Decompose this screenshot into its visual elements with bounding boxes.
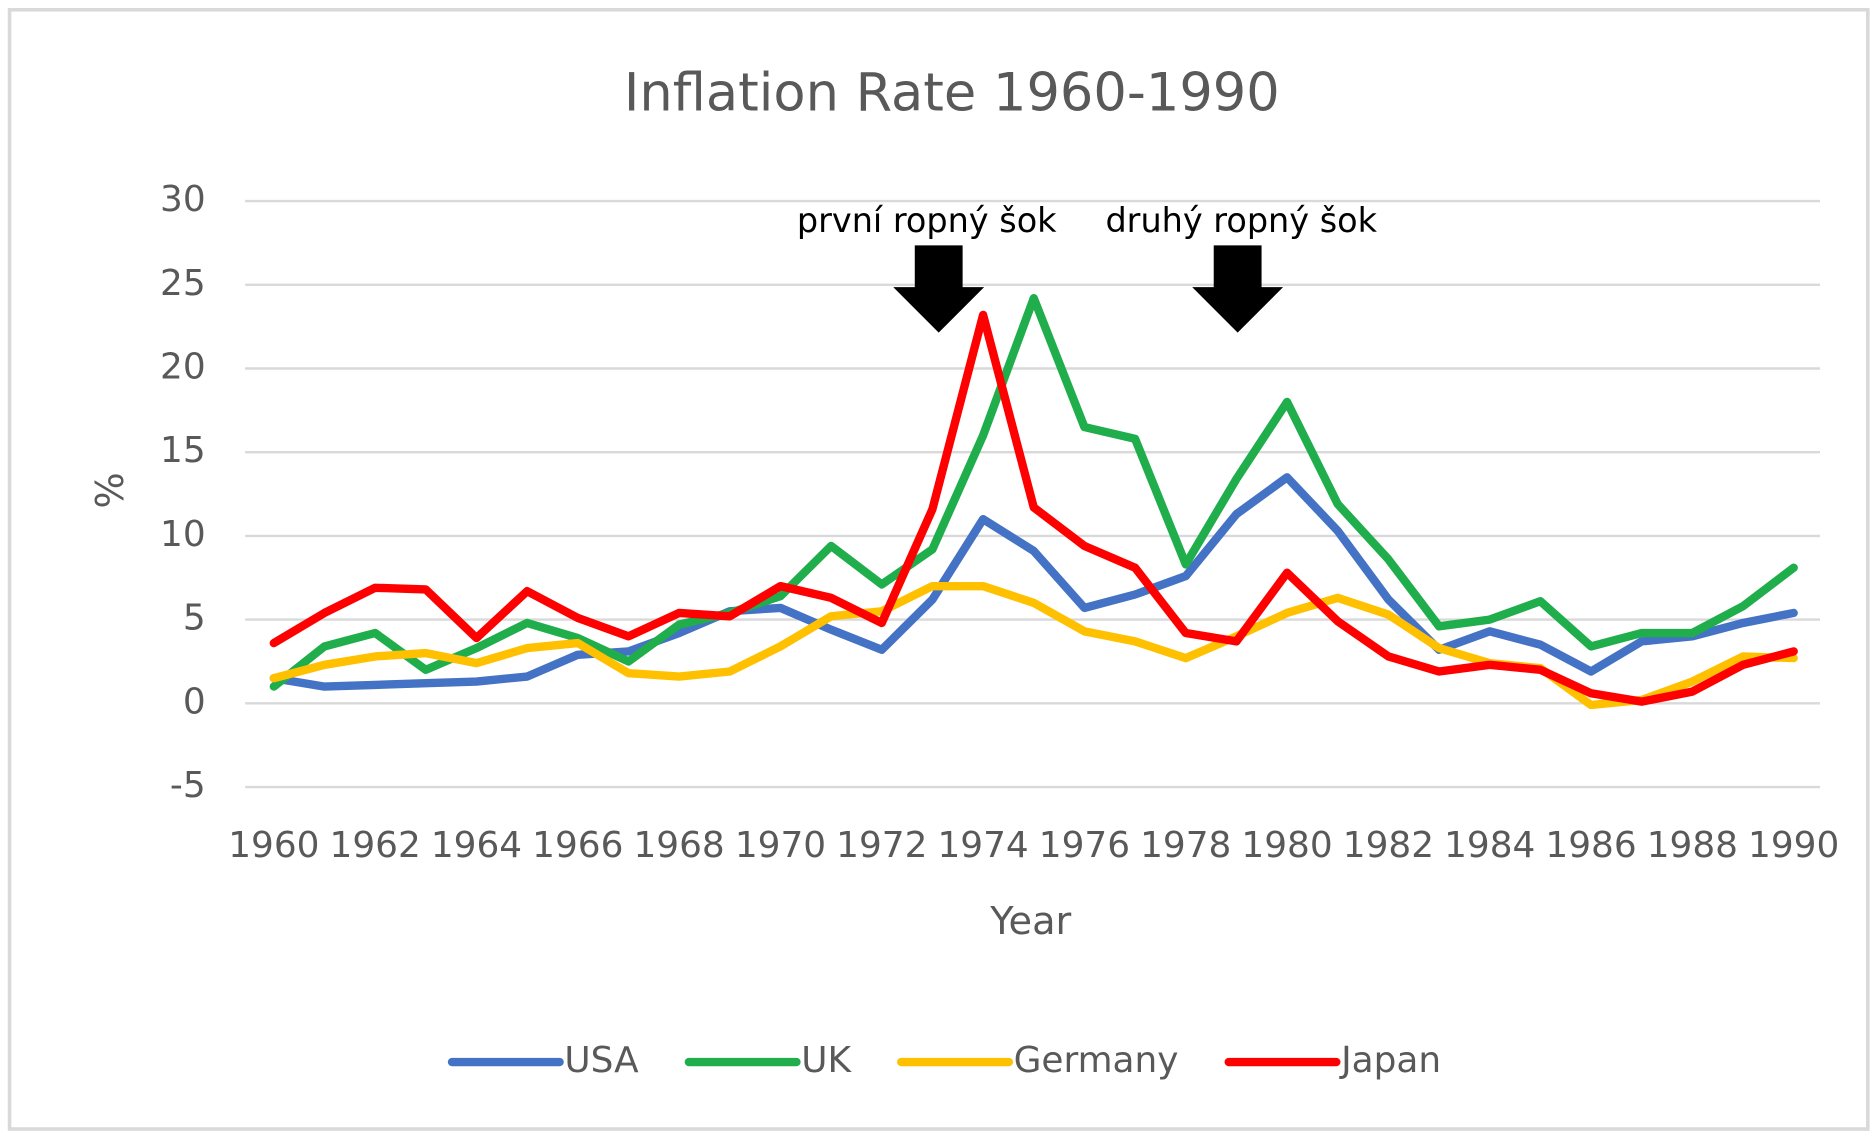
data-line [269,310,1798,706]
data-line [269,473,1798,691]
x-tick-label: 1982 [1343,825,1434,866]
x-tick-label: 1970 [735,825,826,866]
x-tick-label: 1988 [1647,825,1738,866]
y-tick-label: 5 [183,598,206,639]
x-tick-label: 1978 [1140,825,1231,866]
legend-label: USA [564,1040,639,1081]
annotation-arrow [893,245,985,333]
annotation-arrow [1192,245,1284,333]
x-tick-label: 1990 [1748,825,1839,866]
x-tick-label: 1984 [1444,825,1535,866]
x-tick-label: 1960 [228,825,319,866]
annotation: druhý ropný šok [1105,201,1377,240]
data-line [269,294,1798,691]
x-tick-label: 1966 [532,825,623,866]
x-tick-label: 1972 [836,825,927,866]
x-tick-label: 1962 [330,825,421,866]
y-tick-label: 0 [183,681,206,722]
x-tick-label: 1976 [1039,825,1130,866]
y-tick-label: 15 [160,430,206,471]
x-tick-label: 1974 [937,825,1028,866]
x-tick-label: 1968 [633,825,724,866]
y-tick-label: -5 [170,765,206,806]
y-axis-label: % [88,472,133,508]
x-tick-label: 1986 [1545,825,1636,866]
chart-title: Inflation Rate 1960-1990 [624,62,1280,123]
annotation: první ropný šok [797,201,1057,240]
legend-label: UK [801,1040,852,1081]
y-tick-label: 30 [160,179,206,220]
y-tick-label: 25 [160,263,206,304]
y-tick-label: 20 [160,346,206,387]
y-tick-label: 10 [160,514,206,555]
x-tick-label: 1980 [1241,825,1332,866]
chart-frame [7,7,1870,1131]
x-tick-label: 1964 [431,825,522,866]
legend-label: Japan [1339,1040,1441,1081]
x-axis-label: Year [989,899,1071,944]
legend-label: Germany [1014,1040,1179,1081]
